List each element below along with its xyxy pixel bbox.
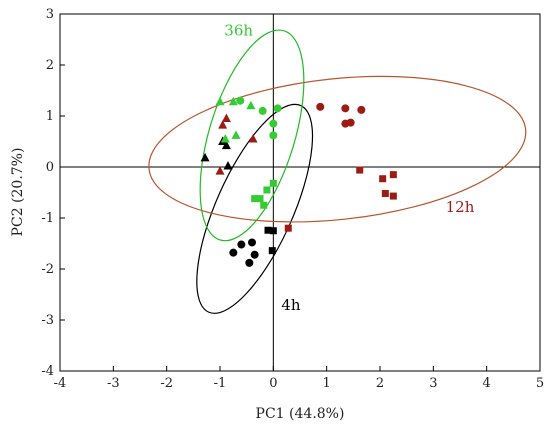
x-tick-label: 2 [376,376,384,391]
x-tick-label: 1 [323,376,331,391]
point-4h-triangle [223,160,233,170]
confidence-ellipses [148,29,527,314]
plot-frame [59,13,541,372]
point-36h-circle [236,96,245,105]
point-4h-square [269,227,277,235]
point-4h-square [264,226,272,234]
point-36h-triangle [215,96,225,106]
x-tick-label: 4 [483,376,491,391]
point-12h-square [381,190,389,198]
y-tick-label: -3 [41,313,54,328]
point-4h-circle [237,240,246,249]
y-tick-label: -1 [41,211,54,226]
ellipse-label-36h: 36h [224,21,253,39]
point-12h-square [284,224,292,232]
y-tick-label: 1 [46,109,54,124]
point-4h-circle [229,248,238,257]
x-tick-label: -2 [160,376,173,391]
ellipse-label-12h: 12h [446,198,475,216]
point-36h-square [269,179,277,187]
point-4h-circle [250,250,259,259]
point-36h-triangle [228,96,238,106]
point-36h-triangle [220,133,230,143]
point-12h-circle [316,102,325,111]
ellipse-label-4h: 4h [281,296,301,314]
x-tick-label: 0 [269,376,277,391]
point-36h-circle [273,104,282,113]
point-12h-circle [341,104,350,113]
point-36h-circle [269,119,278,128]
point-4h-circle [245,258,254,267]
point-4h-triangle [200,152,210,162]
point-12h-square [389,171,397,179]
x-tick-label: -1 [214,376,227,391]
point-36h-circle [269,131,278,140]
point-36h-triangle [231,130,241,139]
data-points [200,96,397,267]
x-tick-label: -4 [54,376,67,391]
axis-ticks: -4 -3 -2 -1 0 1 2 3 4 5 -4 -3 -2 -1 0 1 2 3 [41,7,544,391]
point-12h-triangle [215,166,225,175]
point-12h-circle [346,118,355,127]
point-4h-triangle [221,140,231,150]
point-36h-triangle [246,100,256,110]
y-tick-label: -4 [41,364,54,379]
point-12h-square [356,166,364,174]
ellipse-4h [196,103,314,314]
ellipse-labels: 4h 12h 36h [224,21,474,313]
y-tick-label: -2 [41,262,54,277]
point-12h-triangle [221,113,231,123]
x-axis-title: PC1 (44.8%) [256,406,345,422]
y-tick-label: 0 [46,160,54,175]
point-36h-square [260,201,268,209]
y-axis-title: PC2 (20.7%) [10,148,26,237]
point-36h-circle [258,106,267,115]
point-36h-square [256,195,264,203]
x-tick-label: -3 [107,376,120,391]
point-12h-circle [357,105,366,114]
x-tick-label: 5 [536,376,544,391]
point-12h-square [389,192,397,200]
point-12h-triangle [248,133,258,143]
y-tick-label: 2 [46,58,54,73]
point-4h-circle [248,238,256,247]
point-36h-square [263,186,271,194]
point-12h-square [379,175,387,183]
x-tick-label: 3 [429,376,437,391]
point-36h-square [251,195,259,203]
ellipse-36h [199,29,305,242]
point-12h-triangle [218,120,228,129]
ellipse-12h [148,75,527,223]
zero-lines [60,14,540,371]
y-tick-label: 3 [46,7,54,22]
point-4h-square [268,247,276,255]
